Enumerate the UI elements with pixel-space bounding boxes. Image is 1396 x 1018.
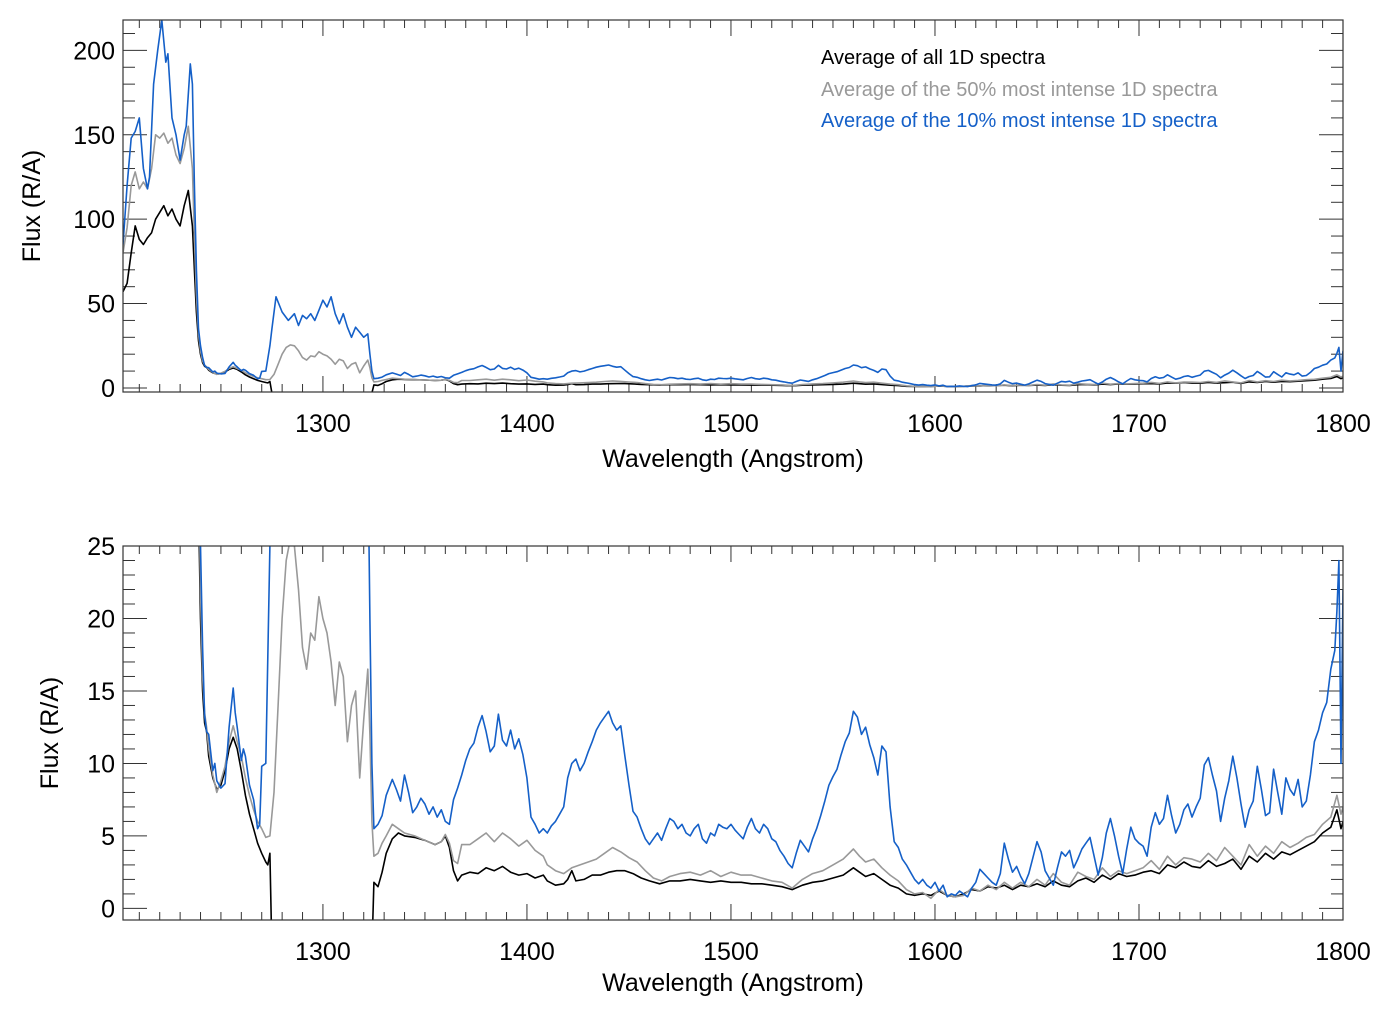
legend-entry-top10: Average of the 10% most intense 1D spect… <box>821 110 1218 132</box>
x-tick-label: 1600 <box>907 938 963 966</box>
y-tick-label: 150 <box>73 122 115 150</box>
x-tick-label: 1400 <box>499 938 555 966</box>
bottom-y-tick-labels: 0 5 10 15 20 25 <box>87 533 115 923</box>
y-tick-label: 20 <box>87 605 115 633</box>
top-series-all <box>123 189 1343 392</box>
y-tick-label: 200 <box>73 37 115 65</box>
top-x-axis-title: Wavelength (Angstrom) <box>602 445 864 473</box>
legend-entry-all: Average of all 1D spectra <box>821 47 1046 69</box>
x-tick-label: 1800 <box>1315 938 1371 966</box>
top-series-top10 <box>123 20 1343 388</box>
top-panel: 1300 1400 1500 1600 1700 1800 0 50 100 150 200 Wa… <box>18 19 1371 473</box>
x-tick-label: 1400 <box>499 410 555 438</box>
bottom-ticks <box>123 545 1344 920</box>
y-tick-label: 5 <box>101 823 115 851</box>
bottom-series-all <box>198 546 1343 920</box>
top-ticks <box>123 20 1344 392</box>
top-series-top50 <box>123 125 1343 388</box>
bottom-plot-frame <box>122 545 1344 921</box>
top-plot-frame <box>122 19 1344 393</box>
top-x-tick-labels: 1300 1400 1500 1600 1700 1800 <box>295 410 1371 438</box>
y-tick-label: 25 <box>87 533 115 561</box>
bottom-series-layer <box>198 546 1343 920</box>
x-tick-label: 1700 <box>1111 410 1167 438</box>
y-tick-label: 0 <box>101 895 115 923</box>
y-tick-label: 10 <box>87 750 115 778</box>
bottom-panel: 1300 1400 1500 1600 1700 1800 0 5 10 15 20 25 Wave… <box>36 533 1371 997</box>
x-tick-label: 1300 <box>295 410 351 438</box>
y-tick-label: 50 <box>87 291 115 319</box>
x-tick-label: 1500 <box>703 410 759 438</box>
top-series-layer <box>123 20 1343 392</box>
y-tick-label: 100 <box>73 206 115 234</box>
top-y-axis-title: Flux (R/A) <box>18 150 46 263</box>
x-tick-label: 1700 <box>1111 938 1167 966</box>
bottom-x-tick-labels: 1300 1400 1500 1600 1700 1800 <box>295 938 1371 966</box>
bottom-series-top10 <box>199 546 1343 898</box>
x-tick-label: 1500 <box>703 938 759 966</box>
x-tick-label: 1300 <box>295 938 351 966</box>
x-tick-label: 1800 <box>1315 410 1371 438</box>
y-tick-label: 15 <box>87 678 115 706</box>
bottom-y-axis-title: Flux (R/A) <box>36 677 64 790</box>
bottom-x-axis-title: Wavelength (Angstrom) <box>602 969 864 997</box>
legend-entry-top50: Average of the 50% most intense 1D spect… <box>821 79 1218 101</box>
y-tick-label: 0 <box>101 375 115 403</box>
top-y-tick-labels: 0 50 100 150 200 <box>73 37 115 403</box>
x-tick-label: 1600 <box>907 410 963 438</box>
legend: Average of all 1D spectra Average of the… <box>821 47 1218 132</box>
